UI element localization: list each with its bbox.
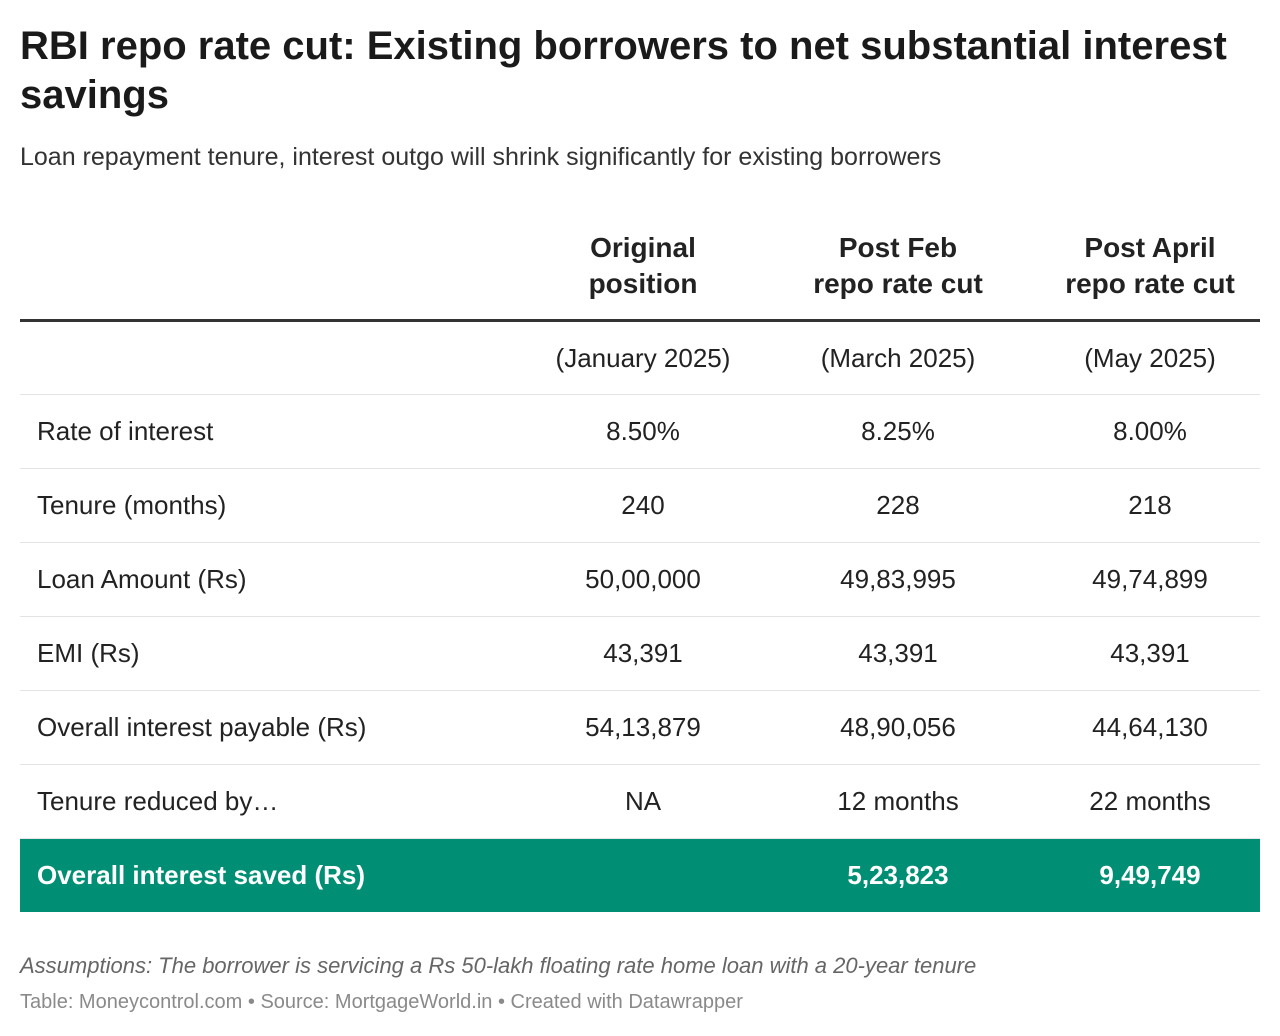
- table-cell: (January 2025): [530, 320, 756, 395]
- table-cell: 228: [756, 468, 1040, 543]
- table-cell: 8.50%: [530, 394, 756, 469]
- table-cell: (May 2025): [1040, 320, 1260, 395]
- column-header: Original position: [530, 210, 756, 322]
- table-body: (January 2025) (March 2025) (May 2025) Rate…: [20, 320, 1260, 912]
- row-label: [20, 320, 530, 395]
- table-cell: 43,391: [1040, 616, 1260, 691]
- table-cell: 12 months: [756, 764, 1040, 839]
- data-table: Original position Post Feb repo rate cut P…: [20, 210, 1260, 912]
- table-cell: [530, 838, 756, 912]
- table-cell: 44,64,130: [1040, 690, 1260, 765]
- table-cell: 218: [1040, 468, 1260, 543]
- table-cell: 49,74,899: [1040, 542, 1260, 617]
- table-row: Tenure reduced by… NA 12 months 22 months: [20, 764, 1260, 839]
- chart-notes: Assumptions: The borrower is servicing a…: [20, 953, 977, 978]
- table-cell: 50,00,000: [530, 542, 756, 617]
- column-header: [20, 210, 530, 322]
- table-cell: (March 2025): [756, 320, 1040, 395]
- row-label: Loan Amount (Rs): [20, 542, 530, 617]
- chart-credits: Table: Moneycontrol.com • Source: Mortga…: [20, 991, 743, 1013]
- table-cell: 5,23,823: [756, 838, 1040, 912]
- table-row: Rate of interest 8.50% 8.25% 8.00%: [20, 394, 1260, 469]
- column-header: Post Feb repo rate cut: [756, 210, 1040, 322]
- table-cell: 22 months: [1040, 764, 1260, 839]
- table-cell: 43,391: [530, 616, 756, 691]
- table-row: Loan Amount (Rs) 50,00,000 49,83,995 49,74,…: [20, 542, 1260, 617]
- table-row: EMI (Rs) 43,391 43,391 43,391: [20, 616, 1260, 691]
- chart-subtitle: Loan repayment tenure, interest outgo wi…: [20, 143, 942, 171]
- header-row: Original position Post Feb repo rate cut P…: [20, 210, 1260, 322]
- table-row: (January 2025) (March 2025) (May 2025): [20, 320, 1260, 395]
- highlight-row: Overall interest saved (Rs) 5,23,823 9,49,…: [20, 838, 1260, 912]
- table-cell: 49,83,995: [756, 542, 1040, 617]
- row-label: Rate of interest: [20, 394, 530, 469]
- column-header: Post April repo rate cut: [1040, 210, 1260, 322]
- table-cell: 240: [530, 468, 756, 543]
- row-label: EMI (Rs): [20, 616, 530, 691]
- table-cell: NA: [530, 764, 756, 839]
- table-cell: 8.25%: [756, 394, 1040, 469]
- table-cell: 9,49,749: [1040, 838, 1260, 912]
- table-row: Overall interest payable (Rs) 54,13,879 48…: [20, 690, 1260, 765]
- row-label: Tenure (months): [20, 468, 530, 543]
- row-label: Overall interest saved (Rs): [20, 838, 530, 912]
- table-cell: 54,13,879: [530, 690, 756, 765]
- table-cell: 8.00%: [1040, 394, 1260, 469]
- row-label: Tenure reduced by…: [20, 764, 530, 839]
- table-row: Tenure (months) 240 228 218: [20, 468, 1260, 543]
- table-cell: 48,90,056: [756, 690, 1040, 765]
- chart-title: RBI repo rate cut: Existing borrowers to…: [20, 24, 1227, 117]
- table-cell: 43,391: [756, 616, 1040, 691]
- row-label: Overall interest payable (Rs): [20, 690, 530, 765]
